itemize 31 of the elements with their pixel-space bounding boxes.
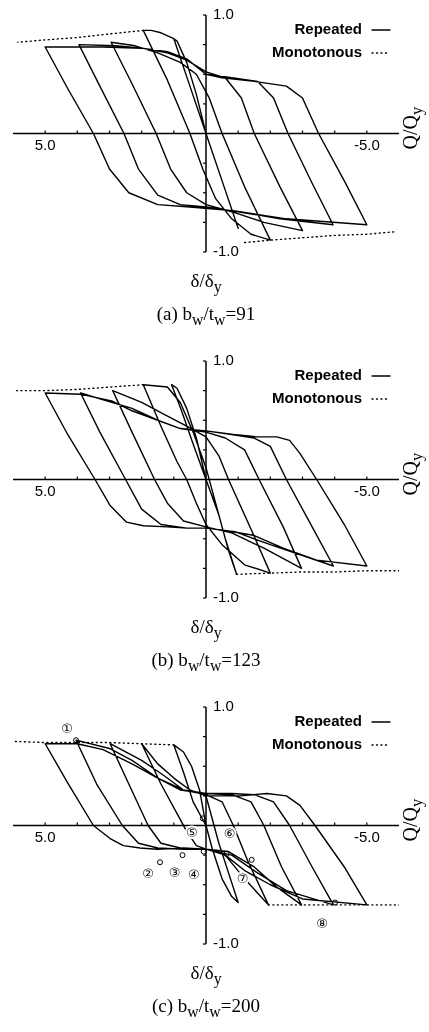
y-tick-label: 1.0 xyxy=(213,351,234,369)
annotation: ⑥ xyxy=(223,826,236,842)
x-tick-label: 5.0 xyxy=(34,828,56,846)
legend-label: Repeated xyxy=(294,20,362,38)
y-tick-label: -1.0 xyxy=(213,242,239,260)
legend-label: Monotonous xyxy=(272,389,362,407)
annotation: ② xyxy=(142,865,154,881)
legend-label: Monotonous xyxy=(272,43,362,61)
y-tick-label: 1.0 xyxy=(213,5,234,23)
y-tick-label: 1.0 xyxy=(213,697,234,715)
x-axis-title: δ/δ$_{y}$ xyxy=(190,962,222,988)
legend-label: Repeated xyxy=(294,366,362,384)
x-tick-label: -5.0 xyxy=(353,828,380,846)
x-tick-label: 5.0 xyxy=(34,136,56,154)
x-tick-label: -5.0 xyxy=(353,136,380,154)
legend-label: Repeated xyxy=(294,712,362,730)
x-axis-title: δ/δ$_{y}$ xyxy=(190,616,222,642)
annotation: ⑤ xyxy=(185,824,198,840)
text: (b) b$_{w}$/t$_{w}$=123 xyxy=(151,649,261,675)
annotation: ⑧ xyxy=(316,915,328,931)
legend-label: Monotonous xyxy=(272,735,362,753)
x-axis-title: δ/δ$_{y}$ xyxy=(190,270,222,296)
annotation: ④ xyxy=(187,866,200,882)
text: (a) b$_{w}$/t$_{w}$=91 xyxy=(156,303,256,329)
annotation: ③ xyxy=(168,864,181,880)
y-tick-label: -1.0 xyxy=(213,588,239,606)
annotation: ① xyxy=(61,720,73,736)
x-tick-label: 5.0 xyxy=(34,482,56,500)
text: (c) b$_{w}$/t$_{w}$=200 xyxy=(152,995,260,1021)
y-tick-label: -1.0 xyxy=(213,934,239,952)
x-tick-label: -5.0 xyxy=(353,482,380,500)
